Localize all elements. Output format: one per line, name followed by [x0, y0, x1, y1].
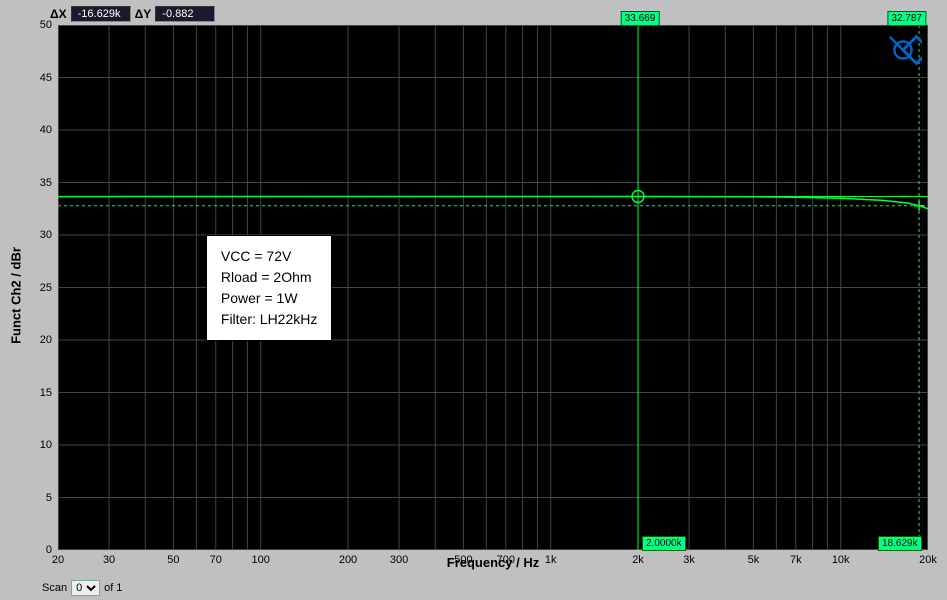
delta-y-value: -0.882 — [155, 6, 215, 22]
x-tick: 700 — [497, 554, 515, 566]
y-tick: 35 — [40, 177, 52, 189]
x-tick: 2k — [632, 554, 644, 566]
x-tick: 10k — [832, 554, 850, 566]
plot-svg — [58, 25, 928, 550]
delta-y-label: ΔY — [135, 7, 152, 21]
plot-area[interactable]: Funct Ch2 / dBr Frequency / Hz 051015202… — [58, 25, 928, 550]
info-line: Rload = 2Ohm — [221, 267, 317, 288]
y-tick: 40 — [40, 124, 52, 136]
y-tick: 10 — [40, 439, 52, 451]
x-tick: 200 — [339, 554, 357, 566]
cursor-label: 32.787 — [887, 11, 926, 26]
y-tick: 15 — [40, 387, 52, 399]
x-tick: 1k — [545, 554, 557, 566]
cursor-label: 2.0000k — [642, 536, 686, 551]
cursor-label: 18.629k — [878, 536, 922, 551]
x-tick: 300 — [390, 554, 408, 566]
x-tick: 70 — [210, 554, 222, 566]
y-tick: 30 — [40, 229, 52, 241]
x-tick: 500 — [454, 554, 472, 566]
info-line: Power = 1W — [221, 288, 317, 309]
delta-x-value: -16.629k — [71, 6, 131, 22]
brand-logo-icon — [884, 31, 922, 74]
x-tick: 20 — [52, 554, 64, 566]
scan-label: Scan — [42, 582, 67, 594]
delta-x-label: ΔX — [50, 7, 67, 21]
x-tick: 20k — [919, 554, 937, 566]
y-tick: 45 — [40, 72, 52, 84]
y-tick: 20 — [40, 334, 52, 346]
scan-suffix: of 1 — [104, 582, 122, 594]
scan-bar: Scan 0 of 1 — [42, 580, 122, 596]
info-line: VCC = 72V — [221, 246, 317, 267]
delta-readout: ΔX -16.629k ΔY -0.882 — [50, 6, 215, 22]
x-tick: 3k — [683, 554, 695, 566]
x-tick: 30 — [103, 554, 115, 566]
x-tick: 50 — [167, 554, 179, 566]
info-line: Filter: LH22kHz — [221, 309, 317, 330]
y-tick: 5 — [46, 492, 52, 504]
x-tick: 100 — [252, 554, 270, 566]
y-tick: 25 — [40, 282, 52, 294]
cursor-label: 33.669 — [621, 11, 660, 26]
x-tick: 7k — [790, 554, 802, 566]
y-tick: 50 — [40, 19, 52, 31]
x-tick: 5k — [748, 554, 760, 566]
info-box: VCC = 72VRload = 2OhmPower = 1WFilter: L… — [206, 235, 332, 341]
scan-select[interactable]: 0 — [71, 580, 100, 596]
y-axis-label: Funct Ch2 / dBr — [9, 247, 24, 344]
